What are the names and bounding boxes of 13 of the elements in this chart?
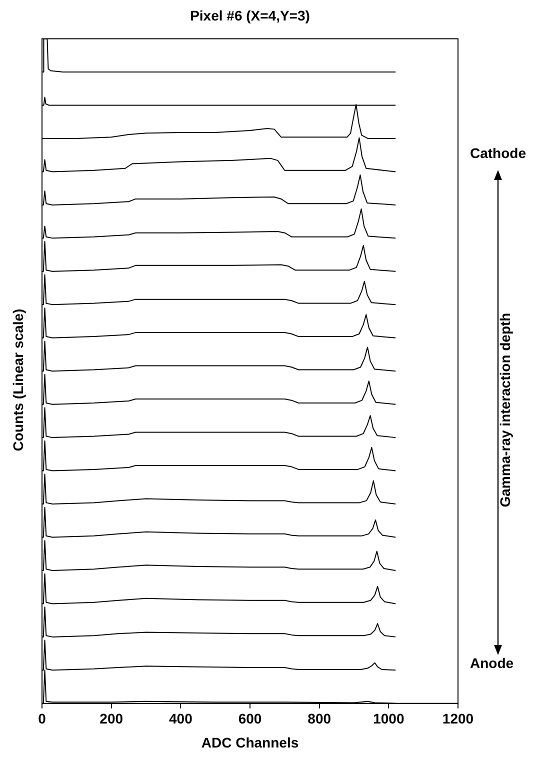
x-tick-label: 1200 xyxy=(442,710,474,727)
x-tick-label: 1000 xyxy=(373,710,404,727)
x-tick-label: 600 xyxy=(238,710,262,727)
x-tick-label: 0 xyxy=(38,710,46,727)
text: Gamma-ray interaction depth xyxy=(497,312,513,508)
chart-title: Pixel #6 (X=4,Y=3) xyxy=(190,7,310,24)
x-axis-title: ADC Channels xyxy=(201,734,299,750)
x-tick-label: 400 xyxy=(168,710,193,727)
text: Cathode xyxy=(470,145,526,161)
x-tick-label: 200 xyxy=(100,710,124,727)
y-axis-title: Counts (Linear scale) xyxy=(10,308,26,452)
text: Anode xyxy=(470,655,514,671)
x-tick-label: 800 xyxy=(308,710,332,727)
